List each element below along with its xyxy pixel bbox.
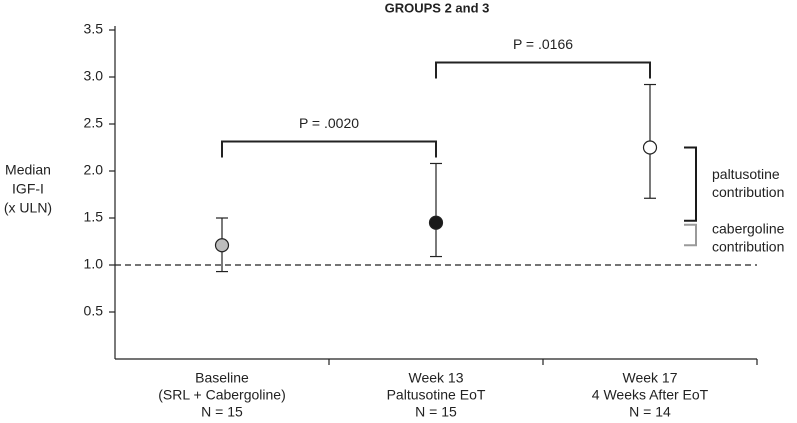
comparison-label: P = .0020 <box>299 115 359 131</box>
comparison-bracket <box>435 61 651 79</box>
median-point <box>642 140 658 155</box>
median-point <box>428 215 444 230</box>
x-tick-label: (SRL + Cabergoline) <box>158 387 286 403</box>
y-tick-label: 2.0 <box>84 162 104 178</box>
contribution-label: cabergoline <box>712 221 785 237</box>
x-tick-label: N = 14 <box>629 404 671 420</box>
y-axis-label: Median <box>5 162 51 178</box>
comparison-label: P = .0166 <box>513 36 573 52</box>
contribution-bracket <box>684 146 697 222</box>
y-axis-label: IGF-I <box>12 181 44 197</box>
x-tick-label: Baseline <box>195 370 249 386</box>
x-tick-label: N = 15 <box>201 404 243 420</box>
contribution-label: contribution <box>712 239 784 255</box>
y-tick-label: 3.5 <box>84 21 104 37</box>
y-tick-label: 3.0 <box>84 68 104 84</box>
y-tick-label: 2.5 <box>84 115 104 131</box>
x-tick-label: 4 Weeks After EoT <box>592 387 709 403</box>
x-tick-label: Paltusotine EoT <box>387 387 486 403</box>
median-point <box>214 238 230 253</box>
y-tick-label: 1.0 <box>84 256 104 272</box>
x-tick-label: Week 13 <box>409 370 464 386</box>
comparison-bracket <box>221 140 437 158</box>
contribution-label: paltusotine <box>712 166 780 182</box>
x-tick-label: N = 15 <box>415 404 457 420</box>
y-axis-label: (x ULN) <box>4 200 52 216</box>
chart-title: GROUPS 2 and 3 <box>385 0 490 15</box>
contribution-label: contribution <box>712 184 784 200</box>
y-tick-label: 1.5 <box>84 209 104 225</box>
y-tick-label: 0.5 <box>84 303 104 319</box>
contribution-bracket <box>684 223 697 247</box>
x-tick-label: Week 17 <box>623 370 678 386</box>
